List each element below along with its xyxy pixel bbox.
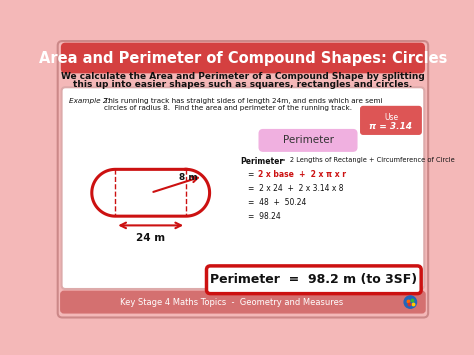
FancyBboxPatch shape xyxy=(361,106,421,134)
Text: Use: Use xyxy=(384,113,398,122)
FancyBboxPatch shape xyxy=(207,266,421,294)
Text: We calculate the Area and Perimeter of a Compound Shape by splitting: We calculate the Area and Perimeter of a… xyxy=(61,72,425,81)
Text: 8 m: 8 m xyxy=(179,173,198,182)
Text: =  2 x 24  +  2 x 3.14 x 8: = 2 x 24 + 2 x 3.14 x 8 xyxy=(248,184,344,193)
Text: Perimeter: Perimeter xyxy=(283,135,334,146)
Text: =  2 Lengths of Rectangle + Circumference of Circle: = 2 Lengths of Rectangle + Circumference… xyxy=(278,157,455,163)
FancyBboxPatch shape xyxy=(62,43,424,73)
Text: Key Stage 4 Maths Topics  -  Geometry and Measures: Key Stage 4 Maths Topics - Geometry and … xyxy=(119,297,343,307)
Text: π = 3.14: π = 3.14 xyxy=(369,122,412,131)
Text: =: = xyxy=(248,170,259,179)
Circle shape xyxy=(404,296,417,308)
Text: this up into easier shapes such as squares, rectangles and circles.: this up into easier shapes such as squar… xyxy=(73,80,412,89)
Text: =  48  +  50.24: = 48 + 50.24 xyxy=(248,198,307,207)
Text: This running track has straight sides of length 24m, and ends which are semi: This running track has straight sides of… xyxy=(104,98,383,104)
FancyBboxPatch shape xyxy=(61,291,425,313)
Text: Example 2:: Example 2: xyxy=(69,98,110,104)
FancyBboxPatch shape xyxy=(259,130,357,151)
Text: 2 x base  +  2 x π x r: 2 x base + 2 x π x r xyxy=(258,170,346,179)
Text: Area and Perimeter of Compound Shapes: Circles: Area and Perimeter of Compound Shapes: C… xyxy=(39,50,447,66)
Text: Perimeter: Perimeter xyxy=(241,157,284,165)
Polygon shape xyxy=(92,169,210,216)
Text: =  98.24: = 98.24 xyxy=(248,212,281,221)
Text: 24 m: 24 m xyxy=(136,233,165,243)
FancyBboxPatch shape xyxy=(62,87,424,289)
FancyBboxPatch shape xyxy=(58,41,428,317)
Text: circles of radius 8.  Find the area and perimeter of the running track.: circles of radius 8. Find the area and p… xyxy=(104,105,352,111)
Text: Perimeter  =  98.2 m (to 3SF): Perimeter = 98.2 m (to 3SF) xyxy=(210,273,417,286)
